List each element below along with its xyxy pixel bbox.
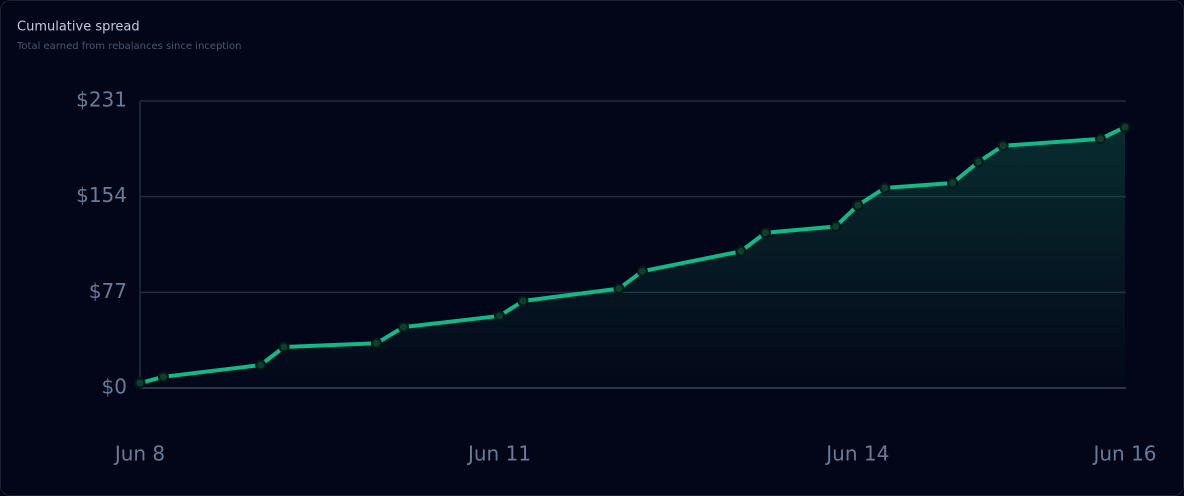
point (636, 265, 648, 277)
x-tick-label: Jun 11 (466, 442, 531, 466)
point (879, 182, 891, 194)
point (852, 199, 864, 211)
point (972, 156, 984, 168)
point (278, 341, 290, 353)
point (613, 283, 625, 295)
point (947, 177, 959, 189)
point (997, 140, 1009, 152)
point (735, 245, 747, 257)
point (134, 377, 146, 389)
chart-title: Cumulative spread (17, 20, 140, 35)
line (138, 125, 1127, 386)
point (1119, 121, 1131, 133)
point (494, 310, 506, 322)
x-tick-label: Jun 14 (824, 442, 889, 466)
point (397, 321, 409, 333)
y-tick-label: $231 (76, 88, 127, 112)
y-tick-label: $0 (102, 375, 127, 399)
chart-subtitle: Total earned from rebalances since incep… (16, 41, 241, 52)
point (157, 371, 169, 383)
point (830, 220, 842, 232)
point (759, 227, 771, 239)
point (517, 295, 529, 307)
y-tick-label: $154 (76, 183, 127, 207)
point (370, 337, 382, 349)
x-tick-label: Jun 16 (1091, 442, 1156, 466)
y-tick-label: $77 (89, 279, 127, 303)
x-tick-label: Jun 8 (113, 442, 165, 466)
point (1094, 133, 1106, 145)
point (255, 359, 267, 371)
